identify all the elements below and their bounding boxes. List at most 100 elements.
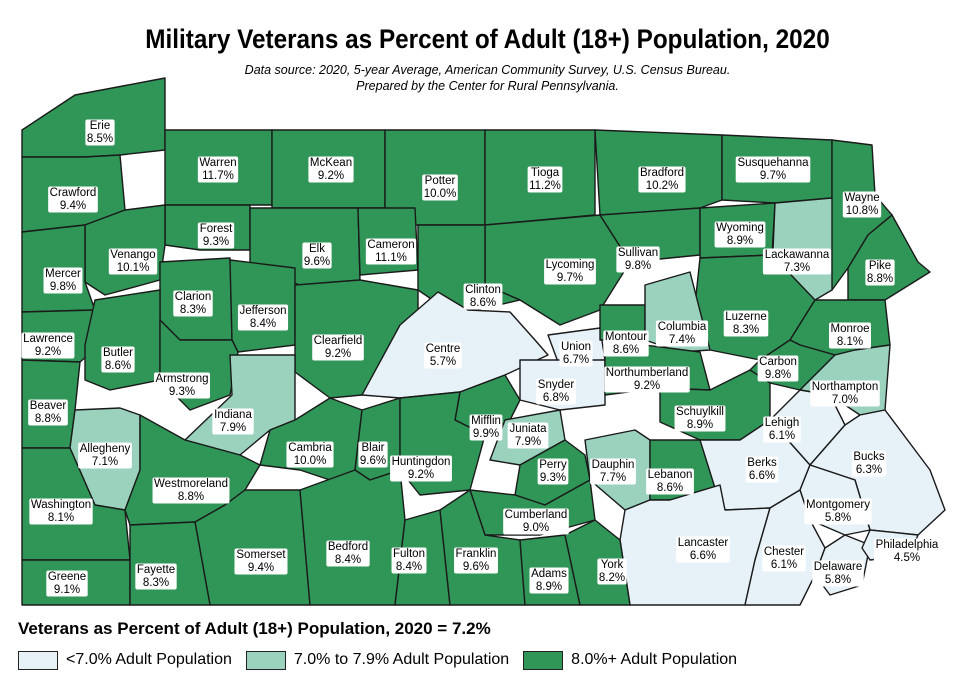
county-name: Venango (110, 249, 155, 261)
county-name: Centre (426, 343, 461, 355)
county-label-bg (537, 458, 569, 485)
county-value: 7.9% (220, 422, 246, 434)
county-label-bg (308, 156, 354, 183)
county-value: 8.2% (599, 572, 625, 584)
county-label-bg (616, 246, 660, 273)
legend-item-low: <7.0% Adult Population (18, 650, 232, 670)
county-name: Monroe (831, 323, 870, 335)
county-label-bg (851, 450, 887, 477)
county-value: 6.7% (563, 354, 589, 366)
county-label-bg (312, 334, 364, 361)
county-name: Columbia (658, 321, 707, 333)
county-value: 9.2% (325, 348, 351, 360)
county-label-bg (108, 248, 158, 275)
county-value: 9.7% (557, 272, 583, 284)
county-name: Chester (764, 546, 804, 558)
county-name: Erie (90, 120, 110, 132)
county-value: 7.9% (515, 436, 541, 448)
legend-item-mid: 7.0% to 7.9% Adult Population (245, 650, 510, 670)
county-value: 6.6% (749, 470, 775, 482)
county-value: 7.0% (832, 394, 858, 406)
county-value: 9.4% (248, 562, 274, 574)
county-label-bg (529, 567, 569, 594)
county-name: Montour (605, 331, 647, 343)
legend-label-mid: 7.0% to 7.9% Adult Population (293, 651, 510, 668)
county-label-bg (78, 442, 132, 469)
county-label-bg (762, 248, 832, 275)
county-name: Susquehanna (738, 157, 810, 169)
county-value: 6.6% (690, 550, 716, 562)
county-value: 8.9% (536, 581, 562, 593)
county-label-bg (842, 191, 882, 218)
county-value: 10.1% (117, 262, 150, 274)
county-label-bg (674, 405, 726, 432)
county-label-bg (390, 455, 452, 482)
county-label-bg (865, 259, 895, 286)
county-label-bg (152, 477, 230, 504)
county-name: Bedford (328, 541, 368, 553)
county-value: 6.1% (771, 559, 797, 571)
county-name: Tioga (531, 167, 560, 179)
county-name: Cumberland (505, 509, 568, 521)
county-name: Blair (361, 442, 384, 454)
county-name: Mercer (45, 268, 81, 280)
county-value: 8.8% (867, 273, 893, 285)
county-value: 9.0% (523, 522, 549, 534)
county-label-bg (85, 119, 115, 146)
county-label-bg (804, 498, 872, 525)
county-name: Dauphin (592, 459, 635, 471)
county-value: 9.2% (318, 170, 344, 182)
county-value: 9.2% (408, 469, 434, 481)
county-label-bg (757, 355, 799, 382)
statewide-summary: Veterans as Percent of Adult (18+) Popul… (18, 619, 491, 638)
county-label-bg (507, 422, 549, 449)
county-label-bg (365, 238, 417, 265)
county-value: 8.8% (178, 491, 204, 503)
county-value: 11.2% (529, 180, 561, 192)
county-label-bg (43, 267, 83, 294)
county-value: 11.7% (202, 170, 234, 182)
county-value: 9.8% (765, 369, 791, 381)
county-name: Warren (199, 157, 236, 169)
county-value: 10.0% (424, 188, 457, 200)
county-name: York (601, 559, 624, 571)
county-value: 7.1% (92, 456, 118, 468)
county-value: 9.7% (760, 170, 786, 182)
county-label-bg (559, 340, 593, 367)
county-name: Carbon (759, 356, 797, 368)
county-value: 9.8% (625, 260, 651, 272)
county-value: 8.3% (733, 324, 759, 336)
county-name: Sullivan (618, 247, 658, 259)
county-label-bg (48, 186, 98, 213)
county-name: Crawford (50, 187, 97, 199)
county-label-bg (286, 441, 334, 468)
county-name: Clarion (175, 291, 211, 303)
legend-swatch-high (523, 650, 564, 670)
county-label-bg (424, 342, 462, 369)
